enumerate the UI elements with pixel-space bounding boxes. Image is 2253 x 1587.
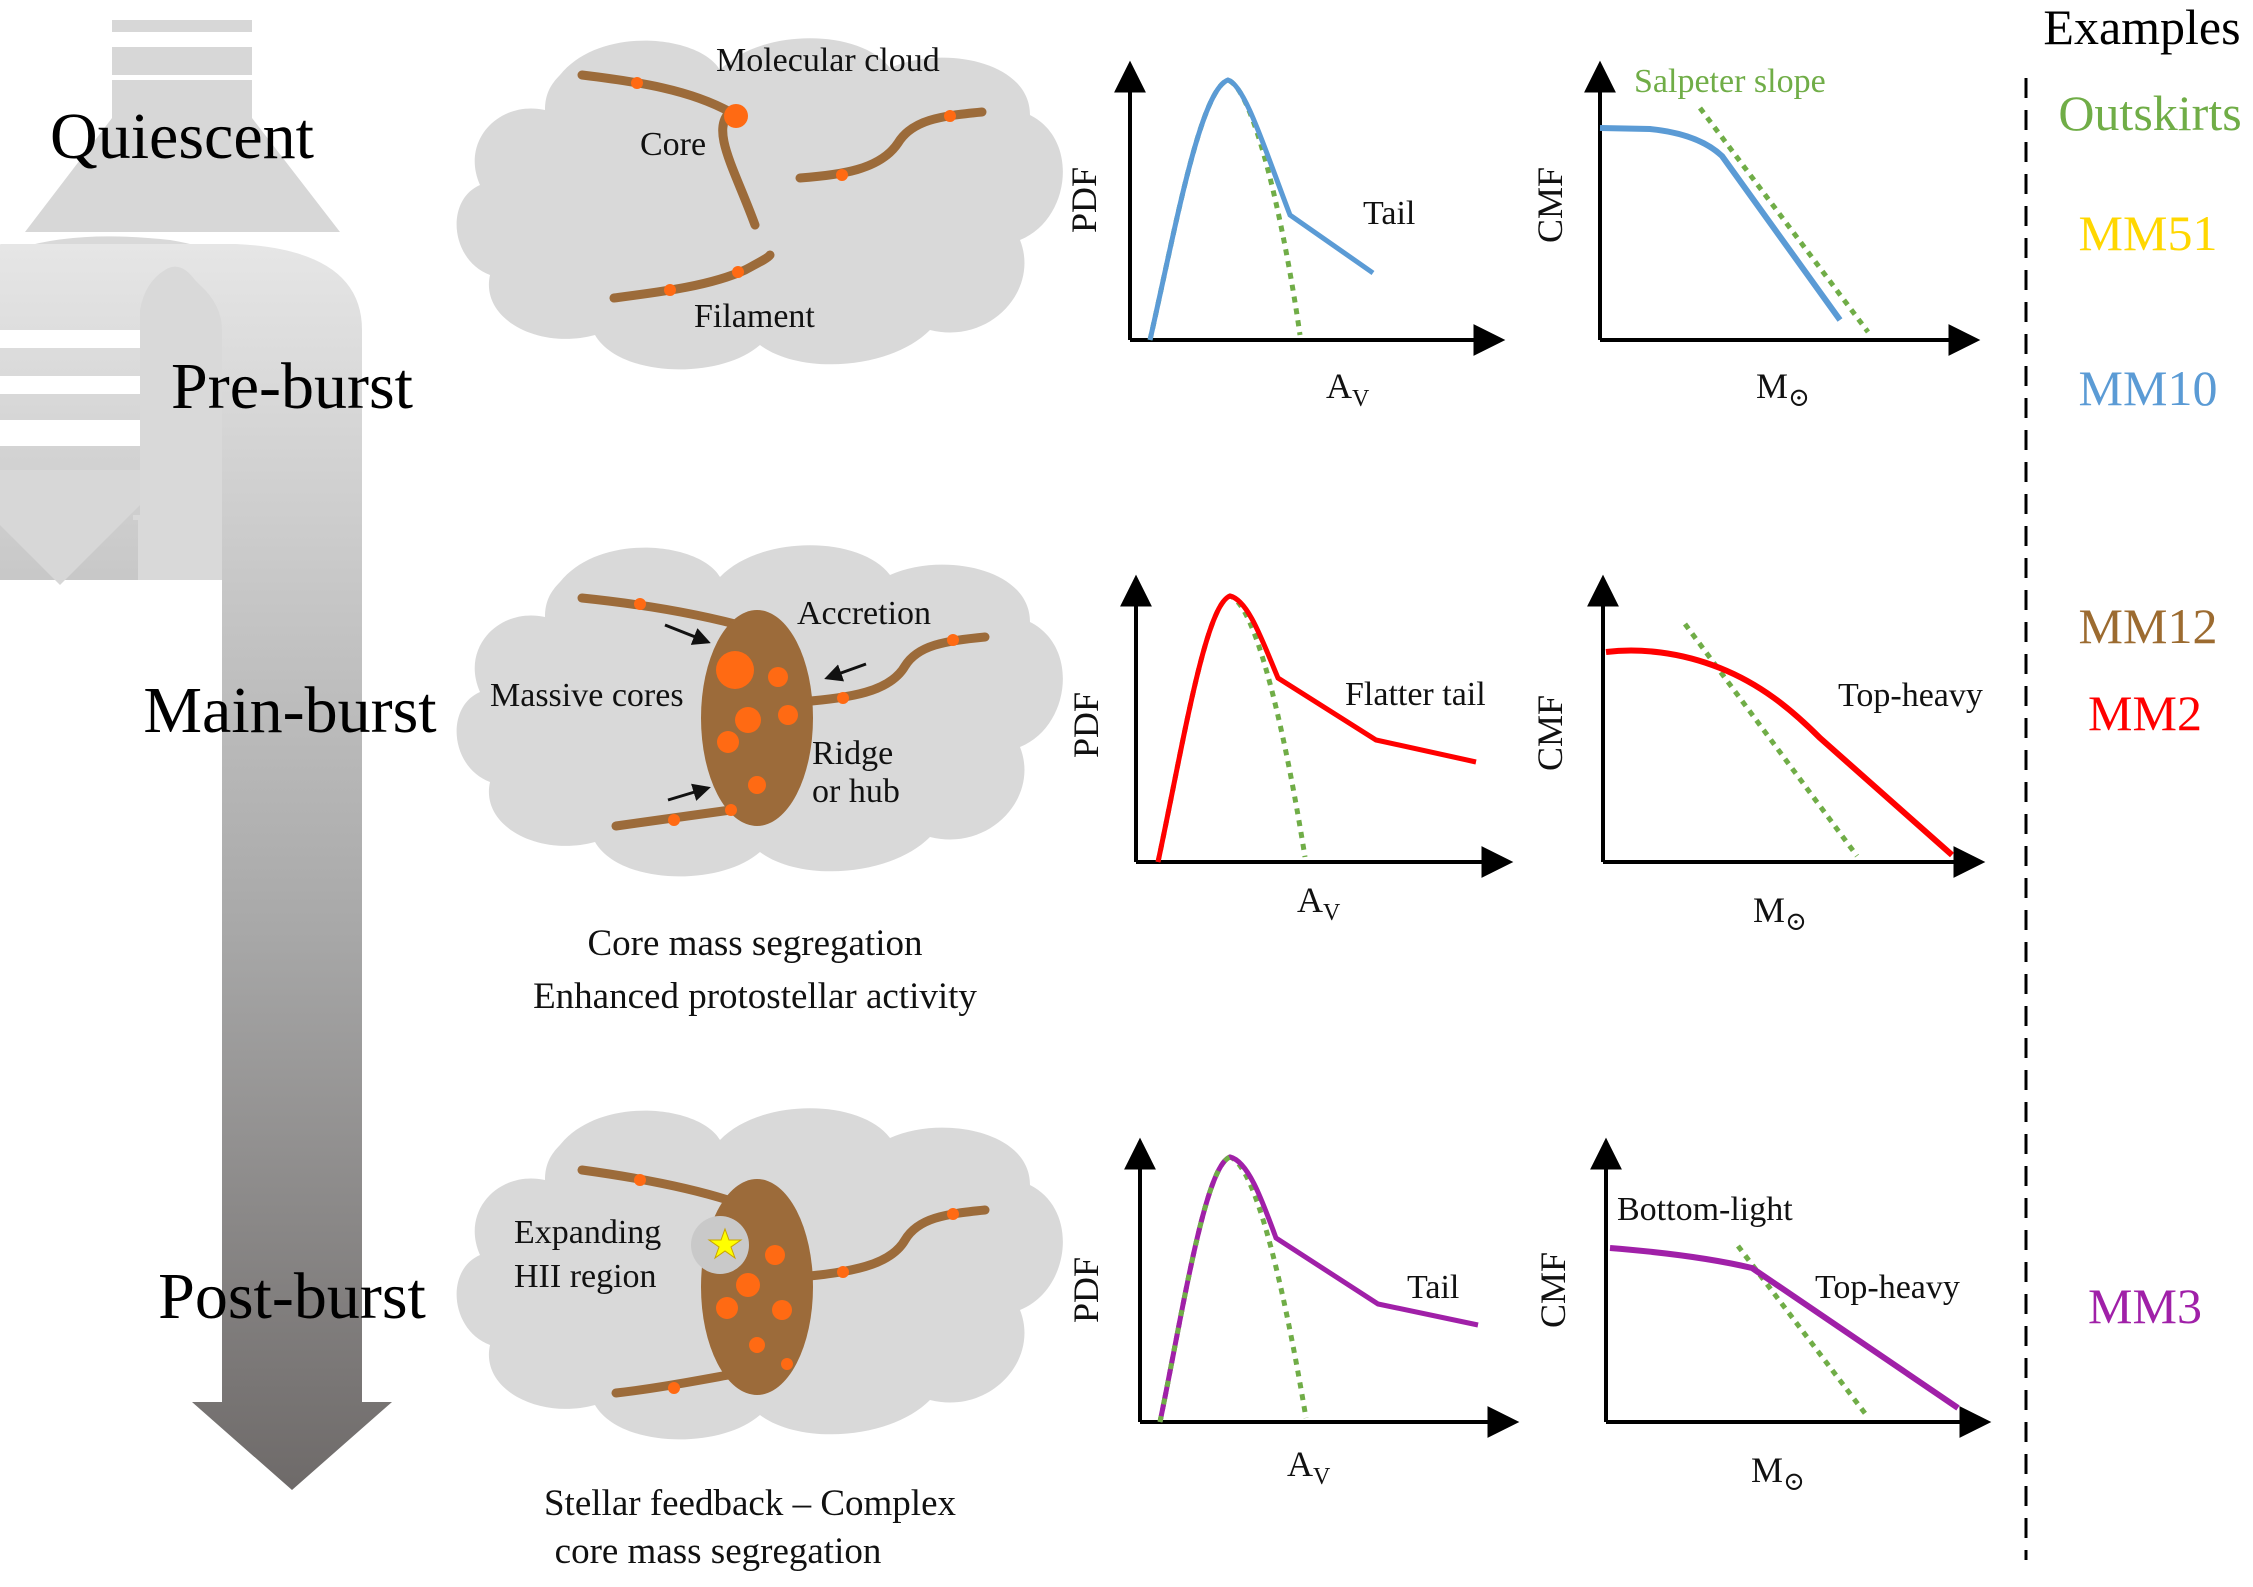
example-outskirts: Outskirts xyxy=(2058,85,2241,141)
pdf-curve xyxy=(1155,593,1477,863)
stage-label-quiescent: Quiescent xyxy=(50,100,314,173)
filament xyxy=(577,1165,733,1205)
x-axis-label: M⊙ xyxy=(1753,890,1807,936)
label-ridge: Ridge xyxy=(812,735,893,772)
core-marker xyxy=(837,692,849,704)
core-marker xyxy=(668,814,680,826)
core-marker xyxy=(725,804,737,816)
y-axis-label: PDF xyxy=(1066,1257,1106,1323)
x-axis-label: AV xyxy=(1326,366,1370,412)
y-axis-label: PDF xyxy=(1064,167,1104,233)
cmf-curve xyxy=(1605,647,1954,858)
massive-core-marker xyxy=(735,707,761,733)
core-marker xyxy=(668,1382,680,1394)
massive-core-marker xyxy=(736,1273,760,1297)
massive-core-marker xyxy=(772,1300,792,1320)
accretion-arrow xyxy=(664,623,711,645)
cmf-plot-main-burst: CMF M⊙ Top-heavy xyxy=(1530,574,1986,936)
label-top-heavy: Top-heavy xyxy=(1815,1269,1960,1306)
example-mm2: MM2 xyxy=(2088,685,2202,741)
label-core: Core xyxy=(640,126,706,163)
caption-stellar-feedback: Stellar feedback – Complex xyxy=(544,1483,957,1524)
y-axis-label: PDF xyxy=(1066,692,1106,758)
cloud-panel-post-burst: Expanding HII region xyxy=(456,1108,1063,1440)
example-mm12: MM12 xyxy=(2079,598,2218,654)
massive-core-marker xyxy=(768,667,788,687)
accretion-arrow xyxy=(824,662,867,682)
massive-core-marker xyxy=(716,651,754,689)
example-mm10: MM10 xyxy=(2079,360,2218,416)
stage-label-pre-burst: Pre-burst xyxy=(171,350,413,423)
cmf-curve xyxy=(1609,1245,1960,1411)
label-hii-region: HII region xyxy=(514,1258,657,1295)
massive-core-marker xyxy=(748,776,766,794)
label-filament: Filament xyxy=(694,298,815,335)
cmf-curve xyxy=(1599,125,1843,322)
core-marker xyxy=(836,169,848,181)
core-marker xyxy=(664,284,676,296)
salpeter-slope-line xyxy=(1698,106,1870,334)
pdf-plot-pre-burst: PDF AV Tail xyxy=(1064,60,1506,412)
salpeter-slope-line xyxy=(1682,622,1860,858)
massive-core-marker xyxy=(717,731,739,753)
label-expanding: Expanding xyxy=(514,1214,661,1251)
cmf-plot-post-burst: CMF M⊙ Bottom-light Top-heavy xyxy=(1533,1137,1992,1496)
molecular-cloud-shape xyxy=(456,38,1063,370)
lognormal-curve xyxy=(1147,77,1303,341)
example-mm3: MM3 xyxy=(2088,1278,2202,1334)
label-flatter-tail: Flatter tail xyxy=(1345,676,1486,713)
stage-label-post-burst: Post-burst xyxy=(158,1260,426,1333)
pdf-plot-main-burst: PDF AV Flatter tail xyxy=(1066,574,1514,926)
label-accretion: Accretion xyxy=(797,595,931,632)
caption-core-mass-segregation: Core mass segregation xyxy=(588,923,923,964)
evolution-arrow-graphic xyxy=(0,20,392,1490)
x-axis-label: AV xyxy=(1297,880,1341,926)
cloud-panel-main-burst: Accretion Massive cores Ridge or hub xyxy=(456,545,1063,877)
y-axis-label: CMF xyxy=(1530,695,1570,771)
x-axis-label: M⊙ xyxy=(1751,1450,1805,1496)
label-bottom-light: Bottom-light xyxy=(1617,1191,1793,1228)
x-axis-label: M⊙ xyxy=(1756,366,1810,412)
label-tail: Tail xyxy=(1363,195,1415,232)
y-axis-label: CMF xyxy=(1530,167,1570,243)
core-marker xyxy=(634,1174,646,1186)
core-marker xyxy=(634,598,646,610)
y-axis-label: CMF xyxy=(1533,1252,1573,1328)
label-top-heavy: Top-heavy xyxy=(1838,677,1983,714)
example-mm51: MM51 xyxy=(2079,205,2218,261)
core-marker xyxy=(947,1208,959,1220)
core-marker xyxy=(947,634,959,646)
label-or-hub: or hub xyxy=(812,773,900,810)
core-marker xyxy=(732,266,744,278)
core-marker xyxy=(781,1358,793,1370)
caption-complex-core-mass-segregation: core mass segregation xyxy=(555,1531,882,1572)
examples-header: Examples xyxy=(2043,0,2240,55)
label-tail: Tail xyxy=(1407,1269,1459,1306)
star-icon xyxy=(707,1227,743,1260)
pdf-plot-post-burst: PDF AV Tail xyxy=(1066,1137,1520,1490)
massive-core-marker xyxy=(765,1245,785,1265)
core-marker xyxy=(724,104,748,128)
pdf-curve xyxy=(1147,77,1375,341)
core-marker xyxy=(837,1266,849,1278)
caption-enhanced-protostellar-activity: Enhanced protostellar activity xyxy=(533,976,977,1017)
core-marker xyxy=(944,110,956,122)
cloud-panel-quiescent: Molecular cloud Core Filament xyxy=(456,38,1063,370)
core-marker xyxy=(631,77,643,89)
stage-label-main-burst: Main-burst xyxy=(143,674,436,747)
massive-core-marker xyxy=(778,705,798,725)
lognormal-curve xyxy=(1157,1154,1309,1423)
accretion-arrow xyxy=(667,783,711,802)
massive-core-marker xyxy=(749,1337,765,1353)
cmf-plot-pre-burst: CMF M⊙ Salpeter slope xyxy=(1530,60,1981,412)
x-axis-label: AV xyxy=(1287,1444,1331,1490)
label-massive-cores: Massive cores xyxy=(490,677,684,714)
massive-core-marker xyxy=(716,1297,738,1319)
label-molecular-cloud: Molecular cloud xyxy=(716,42,940,79)
lognormal-curve xyxy=(1155,593,1308,863)
label-salpeter-slope: Salpeter slope xyxy=(1634,63,1826,100)
